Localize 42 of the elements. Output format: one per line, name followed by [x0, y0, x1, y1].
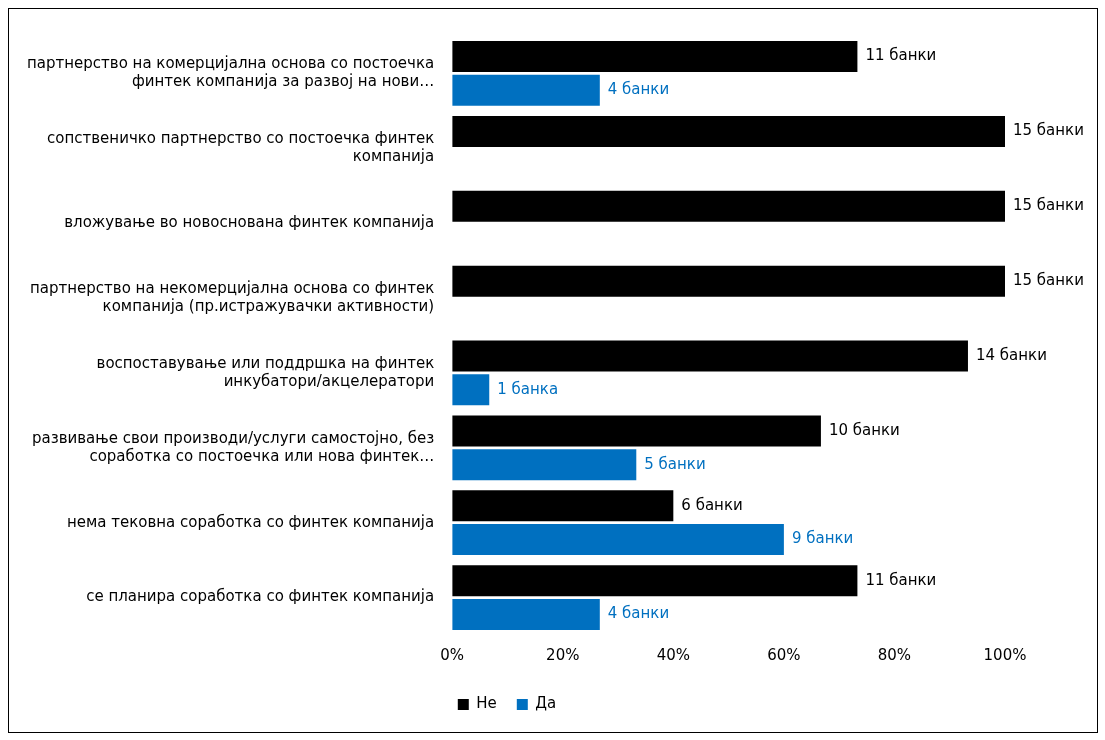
annotation: 4 банки	[607, 80, 670, 99]
annotation: 10 банки	[828, 420, 900, 439]
bar	[452, 340, 968, 372]
annotation: 5 банки	[644, 454, 706, 473]
bar	[452, 74, 600, 106]
annotation: 9 банки	[791, 529, 854, 548]
y-tick-label: партнерство на некомерцијална основа со финтек компанија (пр.истражувачки активности)	[30, 278, 435, 315]
x-tick-label: 0%	[440, 645, 465, 664]
x-tick-label: 20%	[546, 645, 580, 664]
legend-label: Да	[535, 694, 557, 713]
bar	[452, 41, 858, 73]
x-tick-label: 80%	[877, 645, 912, 664]
y-tick-label: се планира соработка со финтек компанија	[86, 587, 435, 606]
x-tick-label: 100%	[983, 645, 1027, 664]
bar	[452, 415, 821, 447]
x-tick-label: 40%	[656, 645, 690, 664]
annotation: 11 банки	[865, 570, 937, 589]
annotation: 14 банки	[975, 345, 1047, 364]
annotation: 15 банки	[1013, 196, 1084, 215]
y-tick-label: воспоставување или поддршка на финтек инкубатори/акцелератори	[96, 353, 435, 390]
annotation: 4 банки	[607, 604, 670, 623]
y-tick-label: нема тековна соработка со финтек компанија	[66, 512, 435, 531]
bar	[452, 490, 674, 522]
x-tick-label: 60%	[767, 645, 801, 664]
bar	[452, 598, 600, 630]
bar	[452, 565, 858, 597]
y-tick-label: развивање свои производи/услуги самостојно, без соработка со постоечка или нова финтек…	[32, 428, 435, 465]
annotation: 1 банка	[497, 379, 559, 398]
y-tick-label: партнерство на комерцијална основа со постоечка финтек компанија за развој на нови…	[26, 54, 435, 91]
bar	[452, 374, 490, 406]
y-tick-label: сопственичко партнерство со постоечка финтек компанија	[47, 129, 435, 166]
annotation: 11 банки	[865, 46, 937, 65]
y-tick-label: вложување во новоснована финтек компанија	[64, 213, 435, 232]
bar	[452, 115, 1005, 147]
annotation: 15 банки	[1013, 121, 1084, 140]
legend-label: Не	[476, 694, 497, 713]
annotation: 15 банки	[1013, 271, 1084, 290]
bar	[452, 265, 1005, 297]
bar	[452, 449, 637, 481]
bar	[452, 190, 1005, 222]
annotation: 6 банки	[681, 495, 743, 514]
bar	[452, 524, 784, 556]
